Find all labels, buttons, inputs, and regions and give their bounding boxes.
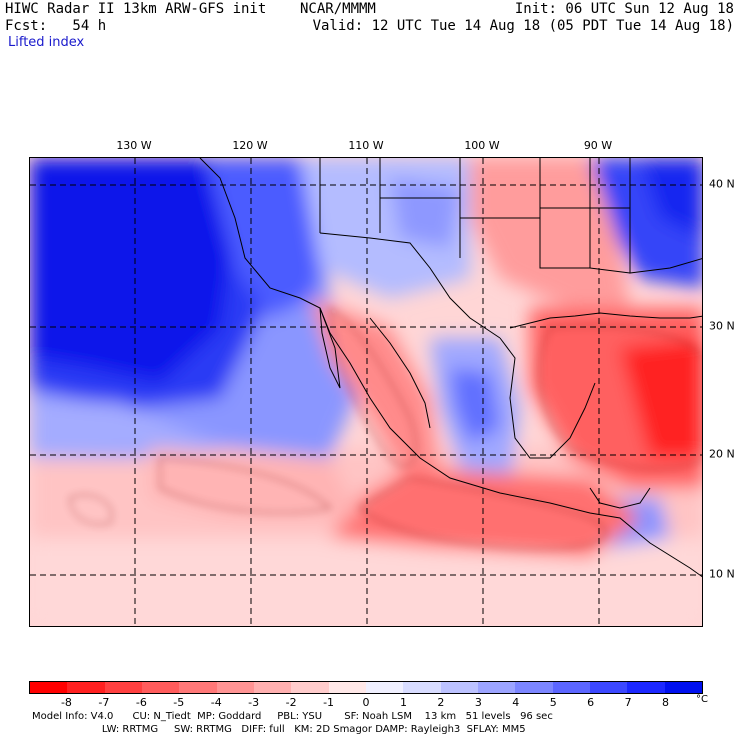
lon-label: 130 W bbox=[116, 139, 152, 152]
lifted-index-map bbox=[29, 157, 703, 627]
colorbar-swatch bbox=[403, 682, 441, 693]
lat-label: 20 N bbox=[709, 447, 735, 461]
colorbar-swatch bbox=[365, 682, 404, 693]
colorbar-tick-label: -3 bbox=[248, 696, 260, 709]
colorbar-tick-label: -2 bbox=[285, 696, 297, 709]
lon-label: 100 W bbox=[464, 139, 500, 152]
colorbar-swatch bbox=[67, 682, 105, 693]
forecast-hour: Fcst: 54 h bbox=[5, 18, 107, 34]
valid-time: Valid: 12 UTC Tue 14 Aug 18 (05 PDT Tue … bbox=[312, 18, 734, 34]
lon-label: 110 W bbox=[348, 139, 384, 152]
colorbar-unit: °C bbox=[696, 694, 708, 705]
colorbar-swatch bbox=[104, 682, 142, 693]
colorbar-tick-label: 0 bbox=[362, 696, 370, 709]
colorbar-swatch bbox=[664, 682, 702, 693]
colorbar bbox=[29, 681, 703, 694]
colorbar-swatch bbox=[291, 682, 329, 693]
colorbar-tick-label: 8 bbox=[662, 696, 670, 709]
colorbar-tick-label: -7 bbox=[98, 696, 110, 709]
colorbar-swatch bbox=[216, 682, 254, 693]
colorbar-tick-label: -6 bbox=[135, 696, 147, 709]
colorbar-swatch bbox=[30, 682, 68, 693]
colorbar-swatch bbox=[179, 682, 217, 693]
colorbar-swatch bbox=[627, 682, 665, 693]
colorbar-tick-label: 3 bbox=[474, 696, 482, 709]
lon-label: 120 W bbox=[232, 139, 268, 152]
colorbar-swatch bbox=[440, 682, 478, 693]
lat-label: 40 N bbox=[709, 177, 735, 191]
init-time: Init: 06 UTC Sun 12 Aug 18 bbox=[514, 1, 734, 17]
colorbar-tick-label: 1 bbox=[399, 696, 407, 709]
colorbar-swatch bbox=[328, 682, 366, 693]
colorbar-tick-label: 7 bbox=[624, 696, 632, 709]
model-title: HIWC Radar II 13km ARW-GFS init NCAR/MMM… bbox=[5, 1, 376, 17]
graticule bbox=[30, 158, 702, 626]
lat-label: 10 N bbox=[709, 567, 735, 581]
colorbar-tick-label: -8 bbox=[60, 696, 72, 709]
colorbar-swatch bbox=[552, 682, 590, 693]
colorbar-tick-label: -1 bbox=[323, 696, 335, 709]
colorbar-swatch bbox=[141, 682, 180, 693]
lon-label: 90 W bbox=[583, 139, 613, 152]
colorbar-swatch bbox=[589, 682, 628, 693]
contour-lines bbox=[69, 307, 702, 550]
coastlines-and-borders bbox=[199, 158, 702, 578]
lat-label: 30 N bbox=[709, 319, 735, 333]
model-info-line-2: LW: RRTMG SW: RRTMG DIFF: full KM: 2D Sm… bbox=[32, 724, 526, 735]
colorbar-swatch bbox=[253, 682, 292, 693]
colorbar-tick-label: -4 bbox=[210, 696, 222, 709]
colorbar-tick-label: 5 bbox=[549, 696, 557, 709]
colorbar-tick-label: -5 bbox=[173, 696, 185, 709]
colorbar-swatch bbox=[515, 682, 553, 693]
colorbar-tick-label: 4 bbox=[512, 696, 520, 709]
model-info-line-1: Model Info: V4.0 CU: N_Tiedt MP: Goddard… bbox=[32, 711, 553, 722]
colorbar-tick-label: 2 bbox=[437, 696, 445, 709]
colorbar-tick-label: 6 bbox=[587, 696, 595, 709]
colorbar-swatch bbox=[477, 682, 516, 693]
field-name: Lifted index bbox=[8, 35, 85, 50]
